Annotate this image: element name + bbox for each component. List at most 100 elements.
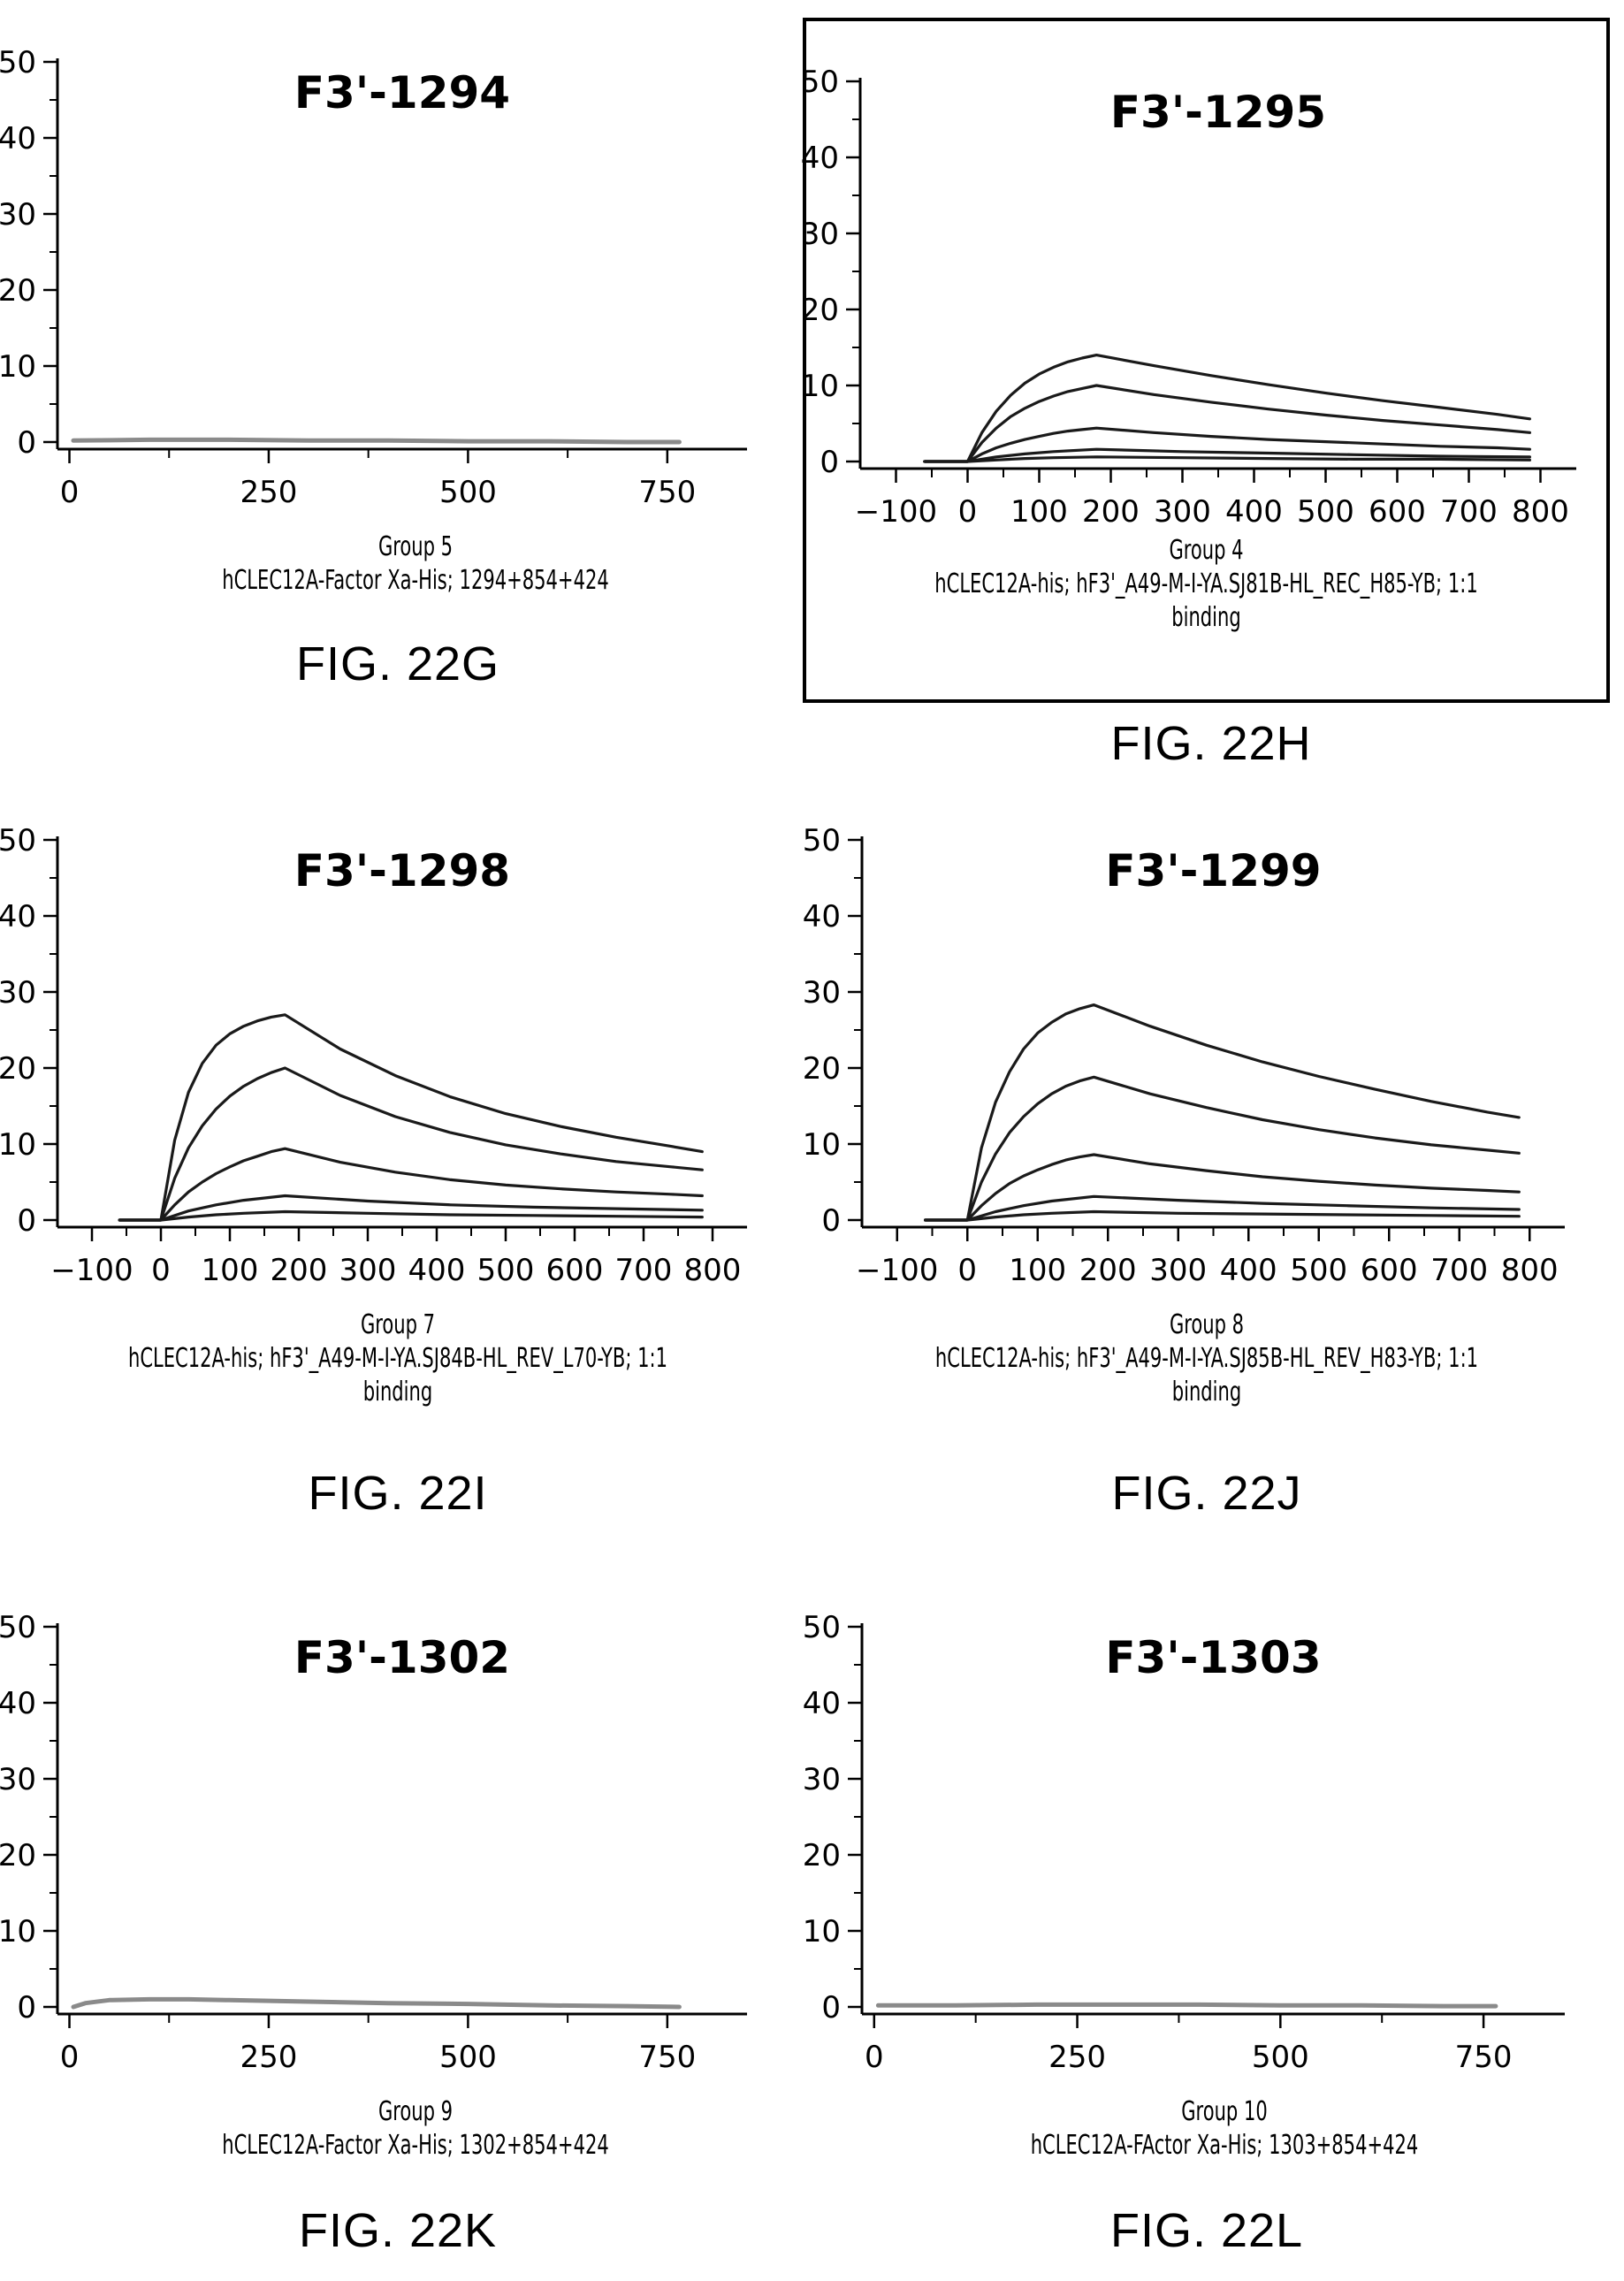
x-tick-label: 300 [1154, 494, 1211, 530]
x-tick-label: 500 [1252, 2040, 1309, 2075]
y-tick-label: 40 [0, 1686, 36, 1721]
caption-l: Group 10 hCLEC12A-FActor Xa-His; 1303+85… [925, 2095, 1525, 2163]
series-line-4 [118, 1194, 704, 1222]
y-tick-label: 30 [0, 197, 36, 233]
caption-group: Group 10 [1181, 2096, 1268, 2127]
figure-label-j: FIG. 22J [1111, 1467, 1302, 1520]
chart-j: 0 10 20 30 40 50 −100 0 100 200 300 400 500 600 700 800… [803, 823, 1565, 1288]
y-tick-label: 10 [801, 369, 839, 404]
figure-label-g: FIG. 22G [295, 637, 500, 690]
series-line-3 [923, 426, 1531, 463]
series-line-1 [924, 1003, 1521, 1222]
caption-binding: binding [1171, 602, 1241, 633]
y-tick-label: 10 [0, 1127, 36, 1163]
x-tick-label: 600 [546, 1253, 604, 1288]
x-tick-label: 500 [1297, 494, 1354, 530]
x-tick-label: −100 [855, 494, 937, 530]
x-tick-label: 0 [60, 475, 80, 510]
x-tick-label: 400 [1220, 1253, 1277, 1288]
series-line-5 [924, 1209, 1521, 1222]
x-tick-label: 300 [1149, 1253, 1207, 1288]
caption-group: Group 4 [1169, 535, 1244, 566]
caption-sample: hCLEC12A-FActor Xa-His; 1303+854+424 [1030, 2130, 1419, 2161]
caption-binding: binding [1171, 1377, 1242, 1408]
figure-label-l: FIG. 22L [1109, 2204, 1304, 2257]
y-tick-label: 50 [0, 1610, 36, 1645]
y-tick-label: 20 [803, 1838, 841, 1873]
x-tick-label: 100 [1009, 1253, 1066, 1288]
chart-title: F3'-1294 [294, 67, 510, 118]
chart-title: F3'-1299 [1105, 845, 1321, 896]
caption-sample: hCLEC12A-his; hF3'_A49-M-I-YA.SJ84B-HL_R… [127, 1343, 668, 1374]
x-tick-label: 800 [1501, 1253, 1559, 1288]
caption-g: Group 5 hCLEC12A-Factor Xa-His; 1294+854… [119, 530, 713, 598]
x-tick-label: 700 [615, 1253, 673, 1288]
y-tick-label: 30 [803, 1762, 841, 1797]
x-tick-label: 500 [477, 1253, 535, 1288]
caption-k: Group 9 hCLEC12A-Factor Xa-His; 1302+854… [119, 2095, 713, 2163]
series-line-1 [118, 1013, 704, 1222]
y-tick-label: 30 [0, 975, 36, 1011]
y-tick-label: 20 [803, 1051, 841, 1087]
y-tick-label: 50 [803, 823, 841, 858]
x-tick-label: 0 [151, 1253, 171, 1288]
y-tick-label: 20 [801, 293, 839, 328]
y-tick-label: 0 [821, 1990, 841, 2025]
series-line-2 [923, 384, 1531, 463]
series-line-3 [924, 1153, 1521, 1222]
y-tick-label: 40 [0, 899, 36, 935]
y-tick-label: 10 [0, 1914, 36, 1949]
caption-sample: hCLEC12A-Factor Xa-His; 1302+854+424 [222, 2130, 609, 2161]
caption-group: Group 5 [377, 531, 454, 562]
x-tick-label: 500 [1290, 1253, 1347, 1288]
series-line-1 [71, 1996, 682, 2010]
x-tick-label: 250 [240, 2040, 298, 2075]
caption-h: Group 4 hCLEC12A-his; hF3'_A49-M-I-YA.SJ… [846, 534, 1567, 635]
caption-group: Group 8 [1169, 1309, 1245, 1340]
caption-sample: hCLEC12A-Factor Xa-His; 1294+854+424 [222, 565, 609, 596]
x-tick-label: 750 [638, 2040, 696, 2075]
x-tick-label: 0 [958, 494, 978, 530]
y-tick-label: 0 [17, 1203, 36, 1239]
y-tick-label: 40 [803, 899, 841, 935]
y-tick-label: 40 [801, 141, 839, 176]
y-tick-label: 50 [803, 1610, 841, 1645]
y-tick-label: 50 [0, 823, 36, 858]
x-tick-label: 400 [1225, 494, 1283, 530]
chart-title: F3'-1302 [294, 1632, 510, 1683]
caption-group: Group 9 [377, 2096, 454, 2127]
x-tick-label: 500 [439, 475, 497, 510]
series-line-4 [924, 1194, 1521, 1222]
x-tick-label: 750 [1455, 2040, 1513, 2075]
y-tick-label: 30 [801, 217, 839, 252]
y-tick-label: 0 [820, 445, 839, 480]
x-tick-label: 250 [240, 475, 298, 510]
figure-label-i: FIG. 22I [308, 1467, 488, 1520]
y-tick-label: 50 [801, 65, 839, 100]
figure-panel-k: 0 10 20 30 40 50 0 250 500 750 F3'-1302 Group 9 hC… [0, 1565, 796, 2281]
figure-panel-h: 0 10 20 30 40 50 −100 0 100 200 300 400 500 600 700 800… [801, 18, 1610, 703]
chart-title: F3'-1298 [294, 845, 510, 896]
series-line-1 [923, 354, 1531, 463]
figure-label-k: FIG. 22K [298, 2204, 498, 2257]
series-line-4 [923, 447, 1531, 463]
caption-sample: hCLEC12A-his; hF3'_A49-M-I-YA.SJ85B-HL_R… [934, 1343, 1479, 1374]
figure-panel-j: 0 10 20 30 40 50 −100 0 100 200 300 400 500 600 700 800… [803, 778, 1609, 1538]
y-tick-label: 30 [0, 1762, 36, 1797]
chart-title: F3'-1303 [1105, 1632, 1321, 1683]
x-tick-label: −100 [50, 1253, 133, 1288]
x-tick-label: 600 [1369, 494, 1426, 530]
y-tick-label: 10 [0, 349, 36, 385]
y-tick-label: 10 [803, 1127, 841, 1163]
y-tick-label: 0 [17, 1990, 36, 2025]
caption-i: Group 7 hCLEC12A-his; hF3'_A49-M-I-YA.SJ… [46, 1308, 750, 1409]
y-tick-label: 0 [17, 425, 36, 461]
x-tick-label: 0 [957, 1253, 977, 1288]
y-tick-label: 40 [0, 121, 36, 156]
caption-group: Group 7 [360, 1309, 436, 1340]
figure-panel-g: 0 10 20 30 40 50 0 250 500 750 F3'-1294 Group 5 hC… [0, 0, 796, 725]
chart-title: F3'-1295 [1110, 87, 1326, 138]
series-line-5 [923, 455, 1531, 463]
x-tick-label: 800 [1512, 494, 1569, 530]
